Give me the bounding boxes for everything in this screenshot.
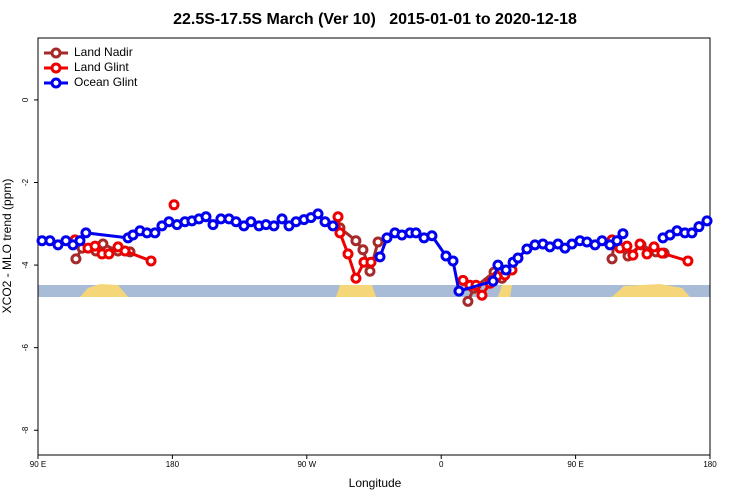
- chart-title: 22.5S-17.5S March (Ver 10) 2015-01-01 to…: [173, 11, 577, 28]
- data-point: [207, 219, 219, 231]
- data-point: [462, 295, 474, 307]
- data-point: [119, 245, 131, 257]
- data-point: [492, 259, 504, 271]
- legend-marker: [50, 77, 62, 89]
- x-tick-label: 90 W: [297, 460, 316, 469]
- data-point: [103, 248, 115, 260]
- data-point: [276, 213, 288, 225]
- data-point: [693, 221, 705, 233]
- data-point: [312, 208, 324, 220]
- y-tick-label: -8: [21, 426, 30, 434]
- legend-label: Land Nadir: [74, 45, 133, 59]
- data-point: [357, 244, 369, 256]
- data-point: [426, 230, 438, 242]
- data-point: [648, 241, 660, 253]
- data-point: [334, 227, 346, 239]
- data-point: [627, 249, 639, 261]
- data-point: [621, 240, 633, 252]
- data-point: [149, 227, 161, 239]
- x-axis-label: Longitude: [349, 476, 402, 490]
- data-point: [701, 215, 713, 227]
- y-tick-label: -4: [21, 261, 30, 269]
- data-point: [245, 216, 257, 228]
- data-point: [374, 251, 386, 263]
- legend-label: Land Glint: [74, 60, 129, 74]
- data-point: [476, 289, 488, 301]
- legend-marker: [50, 62, 62, 74]
- data-point: [230, 216, 242, 228]
- data-point: [327, 220, 339, 232]
- data-point: [168, 199, 180, 211]
- y-tick-label: -2: [21, 178, 30, 186]
- data-point: [617, 228, 629, 240]
- data-point: [200, 211, 212, 223]
- data-point: [682, 255, 694, 267]
- data-point: [268, 220, 280, 232]
- data-point: [500, 264, 512, 276]
- data-point: [512, 252, 524, 264]
- data-point: [453, 285, 465, 297]
- data-point: [381, 232, 393, 244]
- data-point: [350, 235, 362, 247]
- land-patch: [612, 284, 690, 297]
- legend-label: Ocean Glint: [74, 75, 138, 89]
- data-point: [319, 216, 331, 228]
- data-point: [686, 227, 698, 239]
- data-point: [596, 235, 608, 247]
- x-tick-label: 0: [439, 460, 444, 469]
- data-point: [365, 256, 377, 268]
- x-tick-label: 90 E: [30, 460, 46, 469]
- data-point: [410, 227, 422, 239]
- plot-frame: [37, 37, 711, 456]
- land-patch: [80, 284, 128, 297]
- land-patch: [336, 285, 376, 297]
- land-mask: [38, 284, 710, 297]
- data-point: [89, 240, 101, 252]
- data-point: [656, 247, 668, 259]
- x-tick-label: 180: [703, 460, 717, 469]
- data-point: [611, 235, 623, 247]
- data-point: [440, 250, 452, 262]
- data-point: [521, 243, 533, 255]
- data-point: [350, 272, 362, 284]
- x-tick-label: 180: [166, 460, 180, 469]
- data-point: [447, 255, 459, 267]
- data-point: [145, 255, 157, 267]
- x-tick-label: 90 E: [567, 460, 583, 469]
- data-point: [52, 239, 64, 251]
- y-tick-label: -6: [21, 344, 30, 352]
- data-point: [332, 211, 344, 223]
- legend-marker: [50, 47, 62, 59]
- y-tick-label: 0: [21, 97, 30, 102]
- data-point: [641, 248, 653, 260]
- data-point: [606, 253, 618, 265]
- data-point: [44, 235, 56, 247]
- y-axis-label: XCO2 - MLO trend (ppm): [0, 179, 14, 314]
- data-point: [487, 275, 499, 287]
- data-point: [70, 253, 82, 265]
- land-patch: [498, 285, 512, 297]
- data-point: [364, 265, 376, 277]
- data-point: [74, 235, 86, 247]
- data-point: [80, 227, 92, 239]
- data-point: [634, 238, 646, 250]
- data-point: [372, 236, 384, 248]
- data-point: [342, 248, 354, 260]
- data-point: [457, 274, 469, 286]
